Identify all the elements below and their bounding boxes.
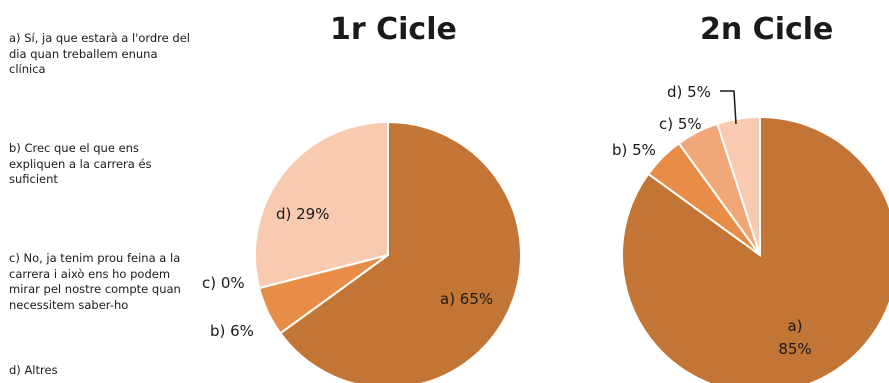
- pie1-label-d: d) 29%: [276, 205, 329, 223]
- chart-title-2: 2n Cicle: [700, 12, 834, 47]
- pie1-label-a: a) 65%: [440, 290, 493, 308]
- pie2-slice-a: [621, 115, 889, 383]
- pie2-label-b: b) 5%: [612, 141, 656, 159]
- pie1-label-c: c) 0%: [202, 274, 245, 292]
- pie1-slice-d: [254, 120, 389, 290]
- pie2-label-c: c) 5%: [659, 115, 702, 133]
- legend-item-b: b) Crec que el que ens expliquen a la ca…: [9, 141, 152, 186]
- pie1-slice-a: [279, 120, 522, 383]
- legend-item-a: a) Sí, ja que estarà a l'ordre del dia q…: [9, 31, 190, 76]
- legend-item-c: c) No, ja tenim prou feina a la carrera …: [9, 251, 181, 312]
- pie2-label-a: a) 85%: [778, 317, 811, 358]
- legend: a) Sí, ja que estarà a l'ordre del dia q…: [9, 0, 194, 383]
- pie2-label-d: d) 5%: [667, 83, 711, 101]
- pie2-leader-line-0: [720, 90, 737, 125]
- pie1-label-b: b) 6%: [210, 322, 254, 340]
- legend-item-d: d) Altres: [9, 363, 58, 377]
- pie2-slice-d: [716, 115, 761, 256]
- chart-title-1: 1r Cicle: [330, 12, 457, 47]
